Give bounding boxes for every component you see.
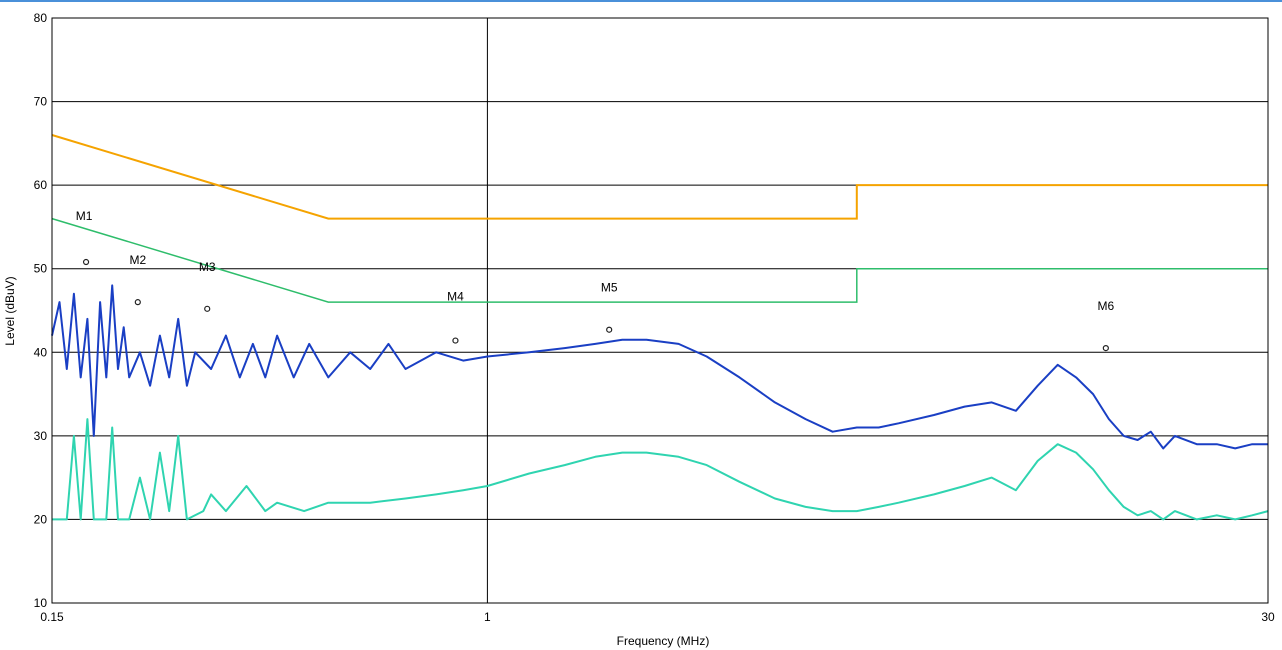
marker-point [134,299,141,306]
tick-labels: 10 20 30 40 50 60 70 80 0.15 1 30 [34,11,1275,624]
marker-point [82,258,90,266]
marker-label: M4 [447,290,464,304]
marker-label: M5 [601,281,618,295]
y-tick-label: 70 [34,95,48,109]
x-tick-label: 0.15 [40,610,64,624]
series-line-1 [51,284,1268,450]
marker-label: M6 [1098,299,1115,313]
y-axis-title: Level (dBuV) [3,276,17,345]
markers: M1 M2 M3 M4 M5 M6 [76,209,1115,352]
grid [51,17,1269,604]
series-line-2 [52,418,1269,521]
limit-lines [51,134,1268,303]
x-tick-label: 1 [484,610,491,624]
y-tick-label: 30 [34,429,48,443]
marker-label: M3 [199,260,216,274]
plot-frame [51,17,1269,604]
marker-point [452,337,459,344]
marker-label: M2 [129,253,146,267]
top-border [0,0,1282,2]
y-tick-label: 10 [34,596,48,610]
limit-line-1 [51,134,1268,220]
data-series [51,284,1269,521]
limit-line-2 [51,217,1268,303]
y-tick-label: 60 [34,178,48,192]
y-tick-label: 20 [34,512,48,526]
y-tick-label: 80 [34,11,48,25]
y-tick-label: 50 [34,262,48,276]
marker-point [606,326,613,333]
x-tick-label: 30 [1261,610,1275,624]
marker-point [1102,345,1109,352]
y-tick-label: 40 [34,345,48,359]
marker-point [204,305,211,312]
marker-label: M1 [76,209,93,223]
x-axis-title: Frequency (MHz) [617,634,710,648]
